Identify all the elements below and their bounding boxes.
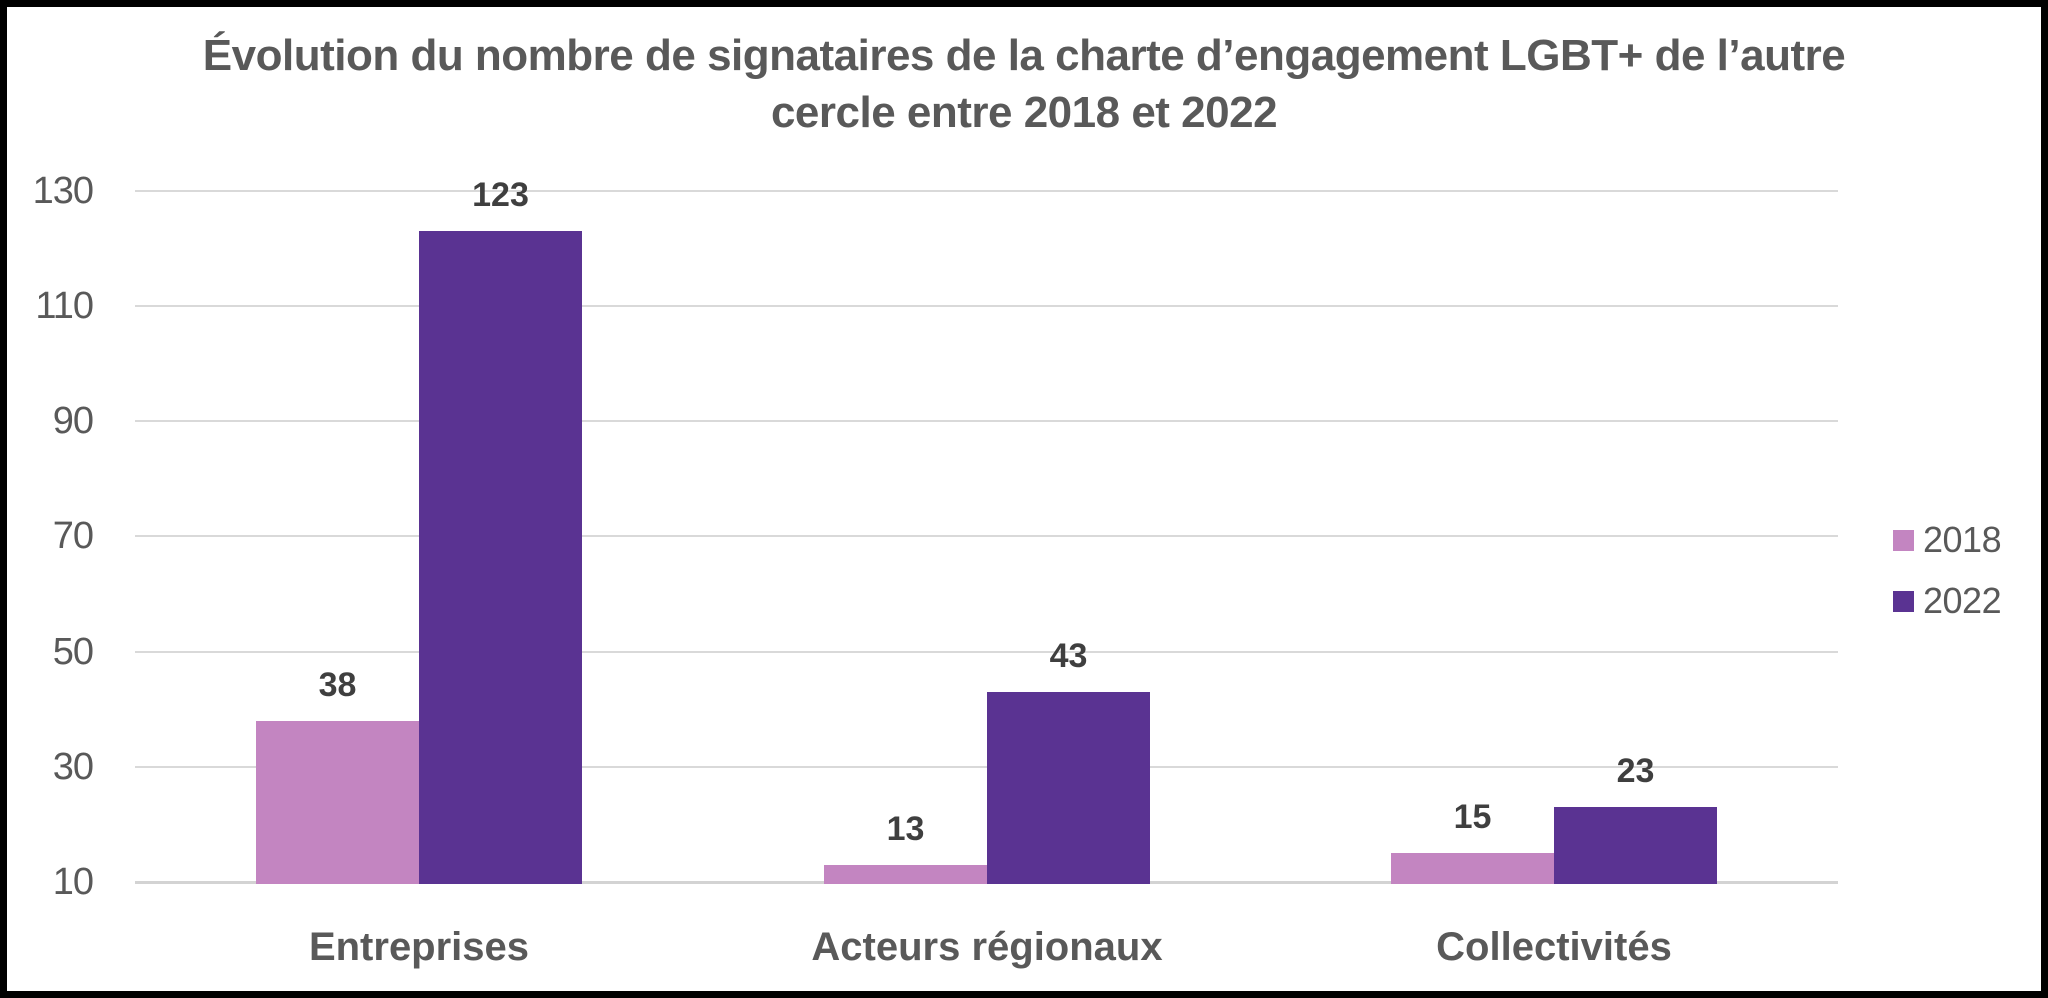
gridline-y-110 — [135, 304, 1838, 307]
chart-title-line-2: cercle entre 2018 et 2022 — [770, 88, 1278, 137]
category-label-acteurs-régionaux: Acteurs régionaux — [811, 925, 1163, 969]
bar-2022-collectivités — [1554, 807, 1717, 884]
legend-label-2018: 2018 — [1923, 519, 2002, 560]
y-axis-tick-30: 30 — [52, 745, 94, 788]
chart-title-line-1: Évolution du nombre de signataires de la… — [202, 31, 1846, 80]
value-label-2018-collectivités: 15 — [1453, 798, 1492, 836]
bar-2018-acteurs-régionaux — [824, 865, 987, 884]
gridline-y-90 — [135, 420, 1838, 422]
value-label-2022-entreprises: 123 — [472, 176, 529, 214]
legend-label-2022: 2022 — [1923, 580, 2002, 621]
legend-entry-2022: 2022 — [1893, 579, 2002, 623]
value-label-2022-acteurs-régionaux: 43 — [1049, 637, 1088, 675]
gridline-y-50 — [135, 650, 1838, 653]
gridline-y-130 — [135, 189, 1838, 192]
legend-swatch-2018 — [1893, 529, 1914, 551]
y-axis-tick-130: 130 — [32, 169, 94, 212]
value-label-2022-collectivités: 23 — [1616, 752, 1655, 790]
chart-title: Évolution du nombre de signataires de la… — [7, 27, 2041, 141]
y-axis-tick-110: 110 — [35, 284, 94, 327]
value-label-2018-acteurs-régionaux: 13 — [886, 810, 925, 848]
category-label-entreprises: Entreprises — [308, 925, 530, 969]
y-axis-tick-90: 90 — [52, 400, 94, 442]
legend-swatch-2022 — [1893, 590, 1914, 612]
bar-2022-acteurs-régionaux — [987, 692, 1150, 884]
gridline-y-70 — [135, 535, 1838, 538]
bar-2022-entreprises — [419, 231, 582, 884]
y-axis-tick-70: 70 — [52, 515, 94, 558]
value-label-2018-entreprises: 38 — [318, 666, 357, 704]
y-axis-tick-10: 10 — [52, 861, 94, 903]
gridline-y-30 — [135, 765, 1838, 768]
bar-2018-entreprises — [256, 721, 419, 884]
category-label-collectivités: Collectivités — [1436, 925, 1672, 969]
bar-2018-collectivités — [1391, 853, 1554, 884]
legend-entry-2018: 2018 — [1893, 518, 2002, 562]
y-axis-tick-50: 50 — [52, 630, 94, 673]
